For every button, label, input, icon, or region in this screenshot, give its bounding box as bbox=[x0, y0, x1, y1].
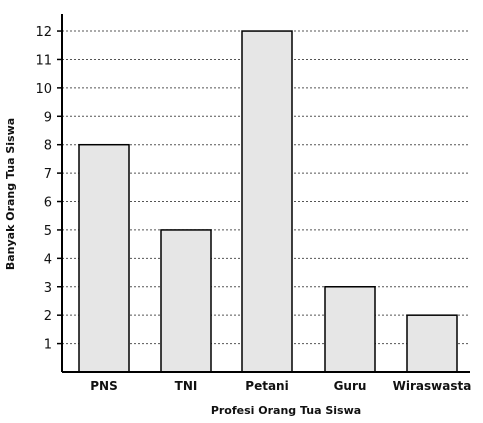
bar-guru bbox=[324, 286, 376, 373]
x-category-label-wiraswasta: Wiraswasta bbox=[393, 379, 472, 393]
y-tick-label-8: 8 bbox=[44, 139, 52, 154]
x-category-label-tni: TNI bbox=[175, 379, 198, 393]
x-category-label-pns: PNS bbox=[90, 379, 117, 393]
x-category-label-guru: Guru bbox=[334, 379, 367, 393]
bars bbox=[78, 30, 458, 373]
bar-wiraswasta bbox=[406, 314, 458, 373]
x-category-labels: PNS TNI Petani Guru Wiraswasta bbox=[90, 379, 471, 393]
y-tick-label-12: 12 bbox=[35, 25, 52, 40]
x-category-label-petani: Petani bbox=[245, 379, 288, 393]
y-tick-label-1: 1 bbox=[44, 338, 52, 353]
y-tick-label-6: 6 bbox=[44, 196, 52, 211]
x-axis-title: Profesi Orang Tua Siswa bbox=[211, 404, 361, 417]
bar-petani bbox=[241, 30, 293, 373]
y-tick-label-11: 11 bbox=[35, 53, 52, 68]
y-axis-title: Banyak Orang Tua Siswa bbox=[4, 118, 17, 270]
y-tick-label-4: 4 bbox=[44, 252, 52, 267]
y-tick-label-5: 5 bbox=[44, 224, 52, 239]
bar-tni bbox=[160, 229, 212, 373]
bar-pns bbox=[78, 143, 130, 373]
y-tick-label-2: 2 bbox=[44, 309, 52, 324]
y-tick-label-9: 9 bbox=[44, 110, 52, 125]
y-tick-label-7: 7 bbox=[44, 167, 52, 182]
y-tick-label-3: 3 bbox=[44, 281, 52, 296]
y-tick-label-10: 10 bbox=[35, 82, 52, 97]
